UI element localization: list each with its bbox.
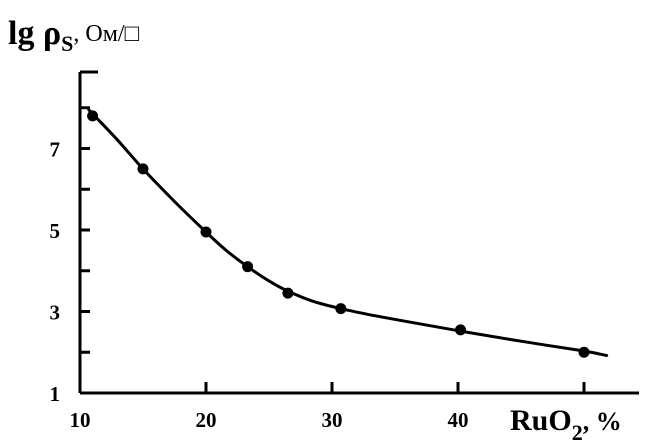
- x-tick-label: 30: [322, 408, 343, 432]
- data-point: [242, 261, 254, 273]
- series-line: [87, 108, 609, 357]
- y-ticks: 1 3 5 7: [50, 70, 98, 406]
- x-tick-label: 40: [448, 408, 469, 432]
- x-tick-label: 20: [196, 408, 217, 432]
- data-point: [200, 226, 212, 238]
- data-point: [455, 324, 467, 336]
- y-tick-label: 7: [50, 138, 61, 162]
- y-axis-label: lg ρS, Ом/□: [8, 15, 140, 56]
- x-axis-label: RuO2, %: [510, 404, 622, 444]
- data-point: [335, 303, 347, 315]
- data-point: [578, 346, 590, 358]
- y-tick-label: 5: [50, 219, 61, 243]
- x-tick-label: 10: [70, 408, 91, 432]
- x-ticks: 10 20 30 40: [70, 382, 586, 432]
- y-tick-label: 3: [50, 301, 61, 325]
- axes: [78, 72, 639, 395]
- data-point: [137, 163, 149, 175]
- data-point: [282, 287, 294, 299]
- data-point: [87, 110, 99, 122]
- y-tick-label: 1: [50, 382, 61, 406]
- series: [87, 108, 609, 358]
